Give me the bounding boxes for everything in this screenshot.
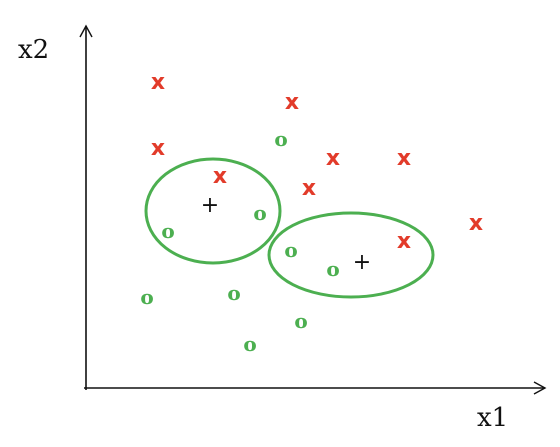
o-marker: o <box>326 257 339 281</box>
x-marker: x <box>213 164 227 189</box>
x-marker: x <box>397 146 411 171</box>
o-marker: o <box>253 201 266 225</box>
cluster-ellipse-right <box>267 211 435 299</box>
cluster-center-marker: + <box>353 250 371 275</box>
o-marker: o <box>243 332 256 356</box>
x-axis-label: x1 <box>477 403 508 433</box>
x-marker: x <box>469 211 483 236</box>
o-marker: o <box>274 127 287 151</box>
y-axis-label: x2 <box>18 35 49 65</box>
o-marker: o <box>227 281 240 305</box>
o-marker: o <box>140 285 153 309</box>
x-marker: x <box>285 90 299 115</box>
cluster-ellipse-left <box>144 157 282 265</box>
x-marker: x <box>397 229 411 254</box>
o-marker: o <box>161 219 174 243</box>
o-marker: o <box>284 238 297 262</box>
x-marker: x <box>151 70 165 95</box>
x-marker: x <box>302 176 316 201</box>
o-marker: o <box>294 309 307 333</box>
cluster-center-marker: + <box>201 193 219 218</box>
x-marker: x <box>151 136 165 161</box>
x-marker: x <box>326 146 340 171</box>
